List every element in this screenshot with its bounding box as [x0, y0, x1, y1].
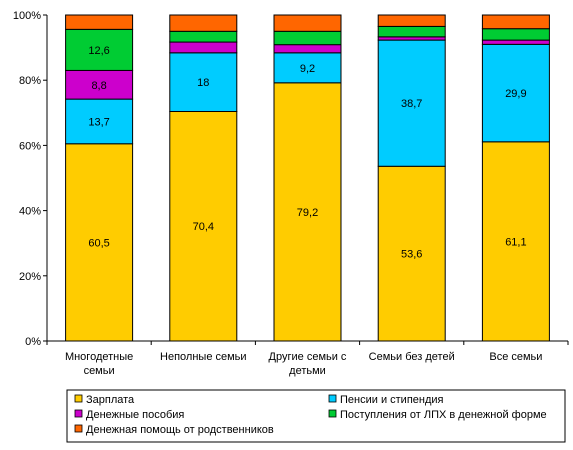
- bar-segment: [377, 25, 446, 38]
- x-tick-label: Семьи без детей: [369, 351, 455, 363]
- y-tick-label: 60%: [19, 140, 41, 152]
- bar-segment: [273, 44, 342, 54]
- legend-box: [66, 389, 566, 443]
- legend: Зарплата Пенсии и стипендия Денежные пособ…: [66, 389, 566, 443]
- bar-segment: [481, 39, 550, 45]
- data-label: 38,7: [401, 98, 422, 110]
- legend-swatch: [74, 394, 83, 403]
- legend-label: Денежные пособия: [86, 409, 184, 421]
- legend-swatch: [74, 409, 83, 418]
- data-label: 29,9: [505, 88, 526, 100]
- data-label: 53,6: [401, 249, 422, 261]
- data-label: 9,2: [300, 63, 315, 75]
- y-tick-label: 20%: [19, 271, 41, 283]
- data-label: 60,5: [88, 237, 109, 249]
- bar-segment: [65, 98, 134, 145]
- data-label: 70,4: [193, 221, 214, 233]
- x-tick-label: детьми: [289, 365, 326, 377]
- bar-segment: [377, 165, 446, 342]
- y-tick-label: 100%: [13, 10, 41, 22]
- bar-segment: [273, 52, 342, 84]
- bar-segment: [169, 41, 238, 54]
- data-label: 13,7: [88, 116, 109, 128]
- data-label: 18: [197, 77, 209, 89]
- x-tick-label: Многодетные: [65, 351, 133, 363]
- data-label: 79,2: [297, 207, 318, 219]
- x-tick-label: семьи: [84, 365, 115, 377]
- legend-swatch: [328, 394, 337, 403]
- bar-segment: [377, 14, 446, 27]
- bar-segment: [273, 82, 342, 342]
- legend-label: Пенсии и стипендия: [340, 394, 444, 406]
- y-tick-label: 80%: [19, 75, 41, 87]
- axes-group: Многодетные семьи Неполные семьи Другие сем…: [13, 10, 569, 377]
- bar-segment: [273, 30, 342, 46]
- data-label: 61,1: [505, 236, 526, 248]
- bar-segment: [169, 14, 238, 32]
- x-tick-label: Другие семьи с: [269, 351, 347, 363]
- x-tick-label: Неполные семьи: [160, 351, 247, 363]
- bar-segment: [65, 28, 134, 71]
- bar-segment: [169, 110, 238, 342]
- legend-label: Денежная помощь от родственников: [86, 424, 274, 436]
- data-label: 12,6: [88, 45, 109, 57]
- y-tick-label: 0%: [25, 336, 41, 348]
- data-label: 8,8: [91, 80, 106, 92]
- bar-segment: [169, 52, 238, 112]
- bar-segment: [65, 14, 134, 30]
- bar-segment: [481, 14, 550, 30]
- legend-label: Зарплата: [86, 394, 135, 406]
- bars-group: 60,5 13,7 8,8 12,6 70,4 18 79,2 9,2 53,6 38,7 61,1…: [65, 14, 550, 342]
- bar-segment: [65, 143, 134, 342]
- legend-label: Поступления от ЛПХ в денежной форме: [340, 409, 547, 421]
- bar-segment: [377, 39, 446, 167]
- bar-segment: [169, 30, 238, 43]
- x-tick-label: Все семьи: [489, 351, 542, 363]
- bar-segment: [481, 28, 550, 41]
- legend-swatch: [74, 424, 83, 433]
- y-tick-label: 40%: [19, 206, 41, 218]
- legend-swatch: [328, 409, 337, 418]
- bar-segment: [273, 14, 342, 32]
